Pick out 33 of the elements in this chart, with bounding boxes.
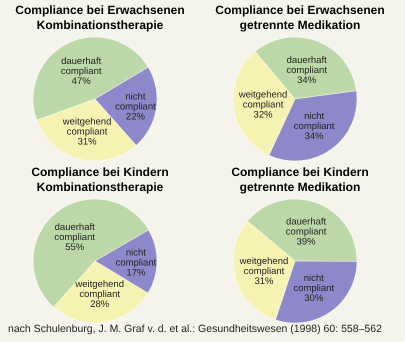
slice-label: dauerhaft compliant: [54, 222, 96, 243]
chart-title: Compliance bei Erwachsenen: [215, 3, 385, 17]
slice-label: weitgehend compliant: [62, 116, 112, 138]
slice-label: weitgehend compliant: [74, 278, 124, 300]
slice-label: nicht compliant: [115, 91, 156, 112]
data-label: 28%: [90, 298, 110, 310]
data-label: 30%: [304, 293, 324, 304]
data-label: 55%: [65, 242, 85, 253]
slice-label: nicht compliant: [116, 247, 157, 268]
chart-subtitle: getrennte Medikation: [240, 18, 360, 32]
chart-subtitle: getrennte Medikation: [240, 180, 360, 194]
slice-label: dauerhaft compliant: [60, 56, 102, 77]
slice-label: nicht compliant: [294, 110, 335, 132]
chart-subtitle: Kombinationstherapie: [36, 18, 164, 32]
data-label: 47%: [72, 76, 92, 87]
chart-title: Compliance bei Kindern: [231, 165, 369, 179]
data-label: 31%: [78, 136, 98, 148]
data-label: 17%: [126, 267, 146, 278]
data-label: 31%: [254, 276, 274, 287]
slice-label: dauerhaft compliant: [286, 54, 328, 76]
data-label: 39%: [296, 236, 316, 248]
slice-label: nicht compliant: [293, 273, 334, 294]
data-label: 34%: [304, 130, 324, 142]
slice-label: weitgehend compliant: [238, 89, 288, 110]
slice-label: weitgehend compliant: [238, 256, 288, 277]
data-label: 22%: [126, 111, 146, 122]
data-label: 32%: [254, 109, 274, 120]
text: nach Schulenburg, J. M. Graf v. d. et al.: Gesundheitswesen (1998) 60: 558–562: [8, 323, 382, 335]
slice-label: dauerhaft compliant: [286, 216, 327, 238]
chart-title: Compliance bei Erwachsenen: [15, 3, 185, 17]
chart-subtitle: Kombinationstherapie: [36, 180, 164, 194]
chart-title: Compliance bei Kindern: [31, 165, 169, 179]
data-label: 34%: [297, 74, 317, 86]
